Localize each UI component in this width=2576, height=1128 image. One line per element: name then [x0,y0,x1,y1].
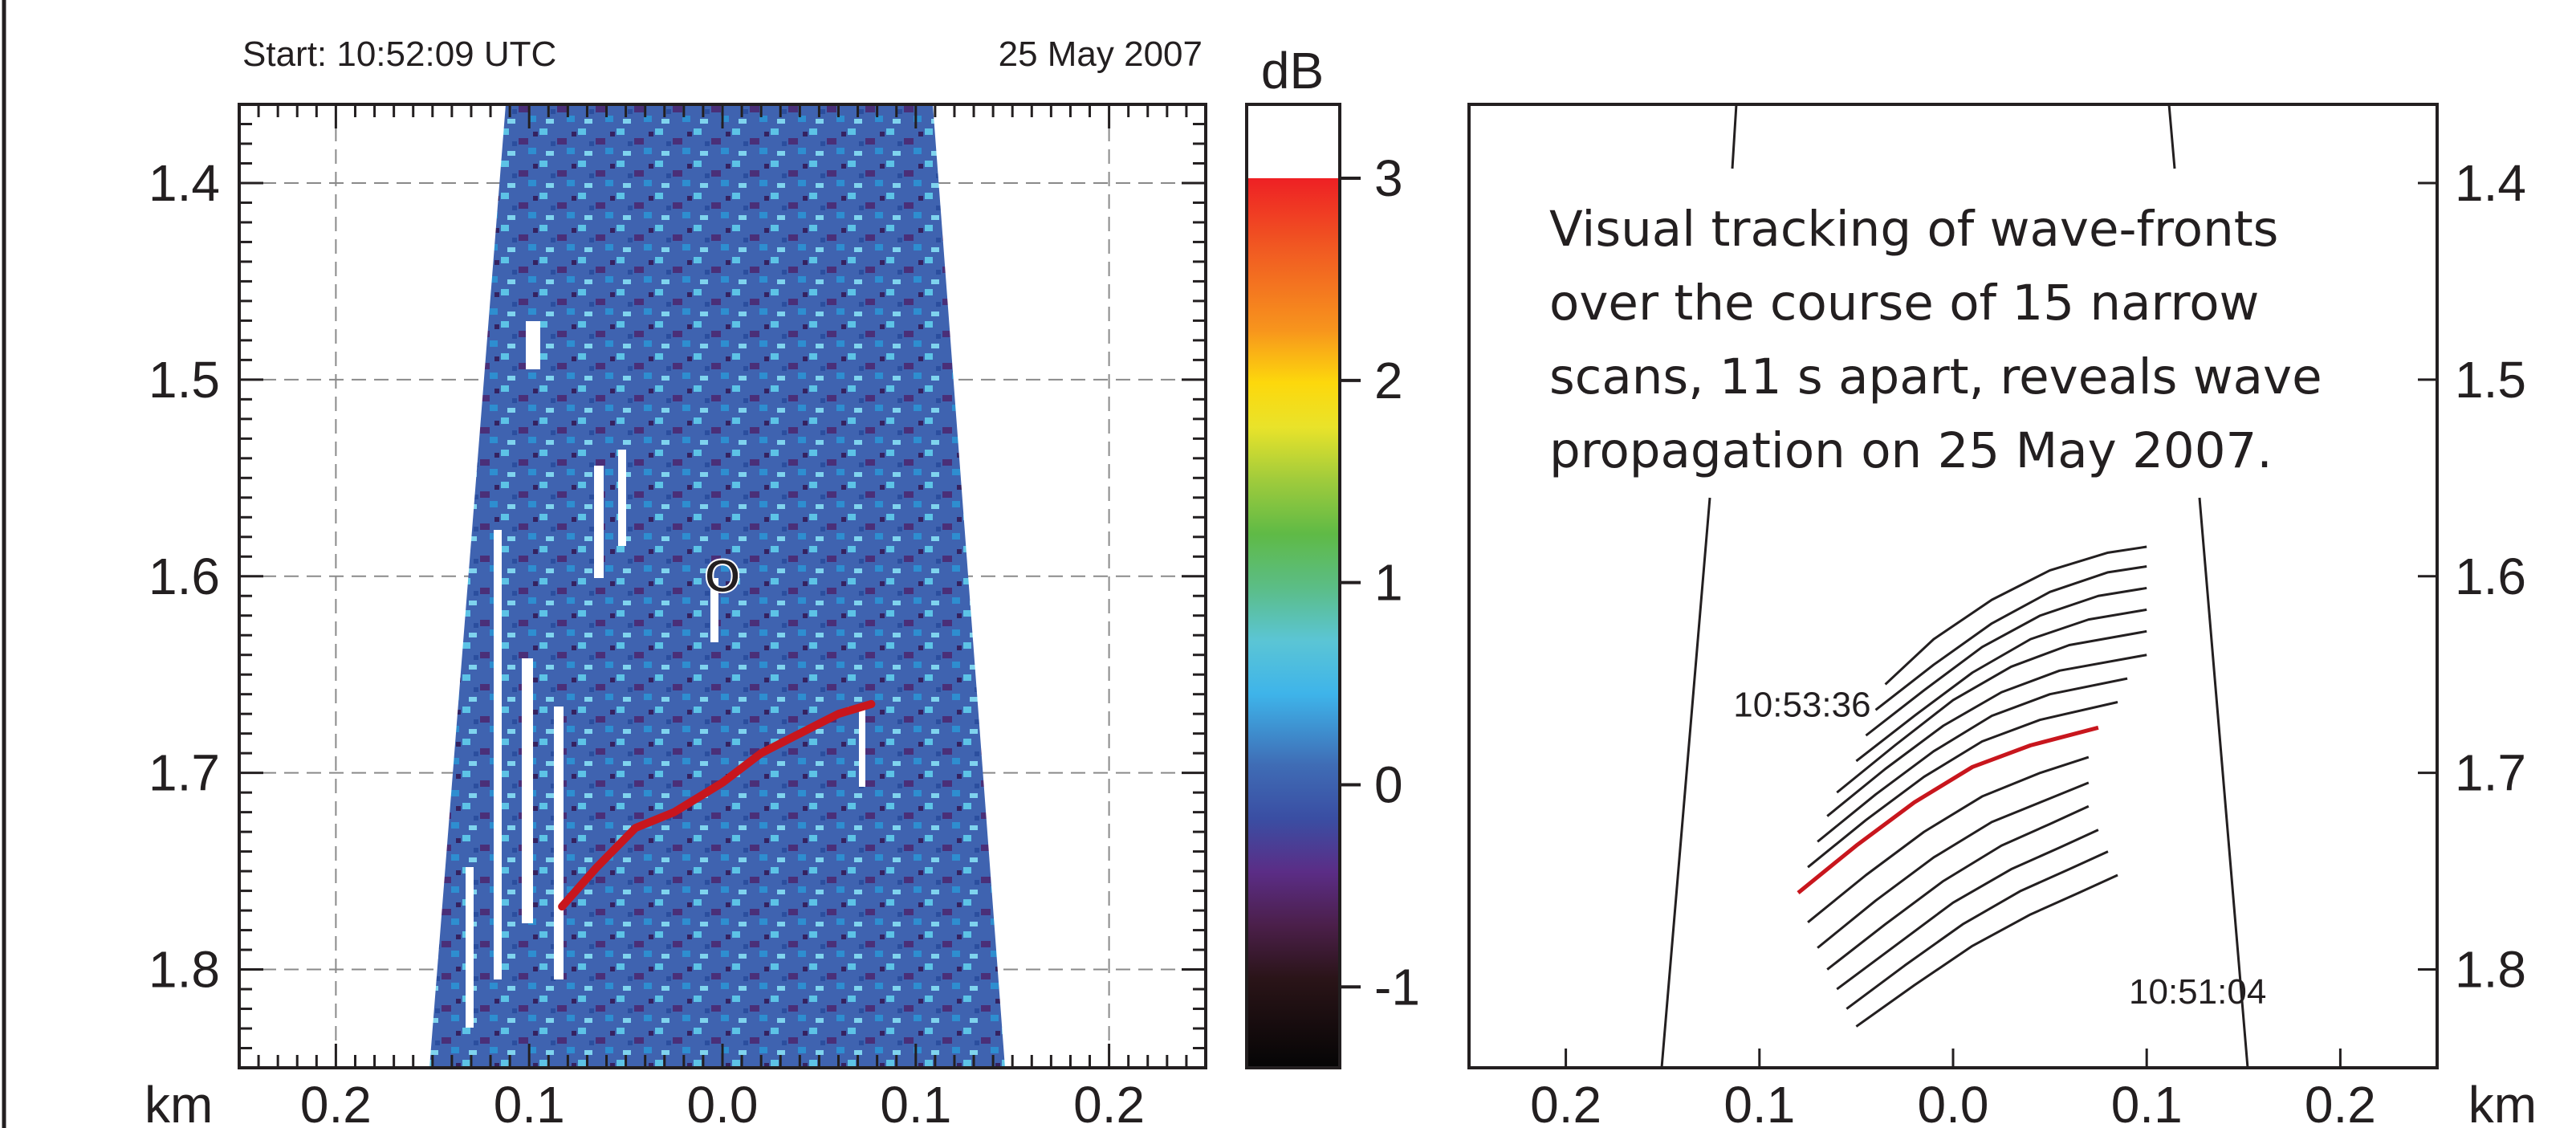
colorbar-frame [1245,103,1341,1069]
heatmap-x-unit-label: km [144,1076,213,1128]
heatmap-y-tick-label: 1.7 [149,744,220,802]
wavefront-trace-13 [1846,850,2109,1010]
data-gap-7 [859,707,865,787]
reference-marker: O [704,550,740,602]
wavefront-lines: 10:53:36 10:51:04 [1733,545,2266,1028]
series-label-last: 10:51:04 [2129,972,2266,1012]
annotation-line-2: over the course of 15 narrow [1549,275,2259,332]
annotation-line-3: scans, 11 s apart, reveals wave [1549,348,2322,405]
colorbar-unit-label: dB [1261,42,1324,100]
data-gap-8 [466,867,474,1028]
wavefront-y-tick-label: 1.4 [2455,154,2526,212]
heatmap-overlay: O [466,321,876,1028]
data-gap-5 [522,658,533,923]
wavefront-axis-labels: 1.4 1.5 1.6 1.7 1.8 0.2 0.1 0.0 0.1 0.2 km [1530,154,2537,1128]
radar-heatmap-panel: O 1.4 1.5 1.6 1.7 1.8 0.2 0.1 0.0 0.1 0.2 km [144,103,1207,1128]
wavefront-trace-1 [1874,565,2147,711]
wavefront-trace-7 [1807,701,2118,869]
wavefront-x-tick-label: 0.1 [2111,1076,2183,1128]
scan-edge-right-top [2167,104,2176,169]
wavefront-trace-2 [1865,586,2147,737]
wavefront-y-tick-label: 1.6 [2455,548,2526,605]
wavefront-x-tick-label: 0.2 [2305,1076,2376,1128]
annotation-line-4: propagation on 25 May 2007. [1549,422,2273,479]
data-gap-4 [494,530,502,979]
scan-edge-left-top [1731,104,1738,169]
wavefront-y-tick-label: 1.8 [2455,941,2526,999]
heatmap-x-tick-label: 0.1 [880,1076,951,1128]
wavefront-trace-3 [1855,608,2147,763]
series-label-first: 10:53:36 [1733,685,1870,724]
wavefront-tracking-panel: 10:53:36 10:51:04 Visual tracking of wave… [1467,103,2537,1128]
heatmap-x-tick-label: 0.1 [494,1076,565,1128]
wavefront-ticks [1565,181,2437,1068]
data-gap-3 [710,578,718,642]
heatmap-x-tick-label: 0.2 [1073,1076,1145,1128]
wavefront-x-tick-label: 0.2 [1530,1076,1601,1128]
wavefront-plot-frame [1467,103,2439,1069]
scan-edge-left-bottom [1660,497,1711,1069]
scan-edge-right-bottom [2198,497,2249,1069]
wavefront-trace-11 [1826,804,2090,971]
heatmap-plot-frame [238,103,1207,1069]
heatmap-ticks [238,103,1207,1069]
wavefront-x-tick-label: 0.0 [1918,1076,1989,1128]
colorbar-ticks: 3 2 1 0 -1 [1340,149,1420,1016]
wavefront-trace-5 [1826,654,2147,817]
colorbar-tick-label: 1 [1374,554,1403,612]
heatmap-x-tick-label: 0.2 [300,1076,372,1128]
heatmap-axis-labels: 1.4 1.5 1.6 1.7 1.8 0.2 0.1 0.0 0.1 0.2 km [144,154,1145,1128]
data-gap-2 [618,450,626,546]
date-label: 25 May 2007 [999,35,1203,74]
heatmap-y-tick-label: 1.5 [149,351,220,409]
scan-edge-lines [1660,104,2249,1069]
colorbar-gradient [1247,178,1340,1068]
wavefront-x-tick-label: 0.1 [1723,1076,1795,1128]
heatmap-y-tick-label: 1.6 [149,548,220,605]
highlighted-wavefront-line [558,699,876,911]
data-gap-0 [526,321,540,369]
heatmap-x-tick-label: 0.0 [687,1076,759,1128]
wavefront-x-unit-label: km [2468,1076,2537,1128]
wavefront-trace-12 [1836,829,2099,991]
colorbar-tick-label: -1 [1374,958,1420,1016]
wavefront-y-tick-label: 1.5 [2455,351,2526,409]
wavefront-trace-14 [1855,873,2118,1028]
colorbar: dB 3 2 1 0 -1 [1245,42,1420,1069]
wavefront-trace-0 [1884,545,2147,686]
heatmap-y-tick-label: 1.8 [149,941,220,999]
wavefront-y-tick-label: 1.7 [2455,744,2526,802]
start-time-label: Start: 10:52:09 UTC [242,35,556,74]
wavefront-trace-4 [1836,629,2147,794]
tracking-annotation: Visual tracking of wave-fronts over the … [1549,201,2322,479]
colorbar-tick-label: 0 [1374,755,1403,813]
highlighted-wavefront-trace [1797,725,2099,894]
annotation-line-1: Visual tracking of wave-fronts [1549,201,2278,258]
data-gap-6 [554,707,564,979]
wavefront-trace-10 [1817,781,2090,949]
colorbar-saturation-cap [1247,104,1340,178]
heatmap-y-tick-label: 1.4 [149,154,220,212]
data-gap-1 [594,466,604,578]
wavefront-trace-6 [1817,677,2128,843]
colorbar-tick-label: 2 [1374,352,1403,409]
colorbar-tick-label: 3 [1374,149,1403,207]
wavefront-trace-9 [1807,755,2090,923]
